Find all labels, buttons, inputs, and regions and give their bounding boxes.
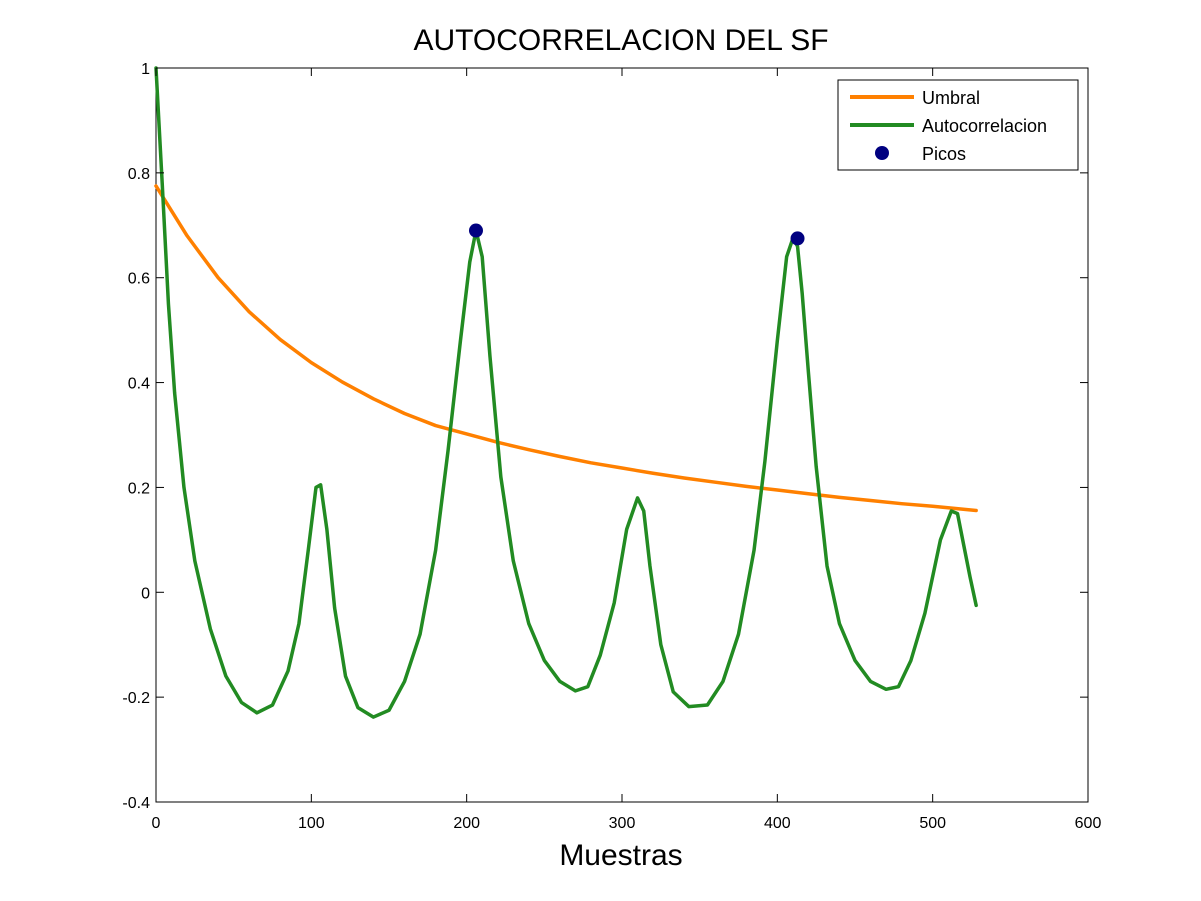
y-tick-label: 0	[141, 585, 150, 602]
y-tick-label: 0.6	[128, 271, 150, 288]
y-tick-label: 0.2	[128, 480, 150, 497]
legend: Umbral Autocorrelacion Picos	[837, 79, 1079, 171]
x-tick-label: 400	[764, 815, 791, 832]
x-tick-label: 500	[919, 815, 946, 832]
peak-point	[790, 231, 805, 246]
peak-point	[468, 223, 483, 238]
tick-layer: 0 100 200 300 400 500 600 -0.4 -0.2 0 0.2 0.4 0.6 0.8…	[122, 61, 1101, 832]
chart-title: AUTOCORRELACION DEL SF	[413, 24, 828, 57]
y-tick-label: 1	[141, 61, 150, 78]
x-tick-label: 100	[298, 815, 325, 832]
legend-label-picos: Picos	[922, 144, 966, 164]
y-tick-label: 0.4	[128, 376, 150, 393]
x-tick-label: 300	[609, 815, 636, 832]
x-tick-label: 0	[152, 815, 161, 832]
series-layer	[154, 66, 978, 719]
y-tick-label: 0.8	[128, 166, 150, 183]
x-axis-label: Muestras	[559, 839, 682, 872]
legend-swatch-picos	[875, 146, 889, 160]
x-tick-label: 200	[453, 815, 480, 832]
legend-label-autocorrelacion: Autocorrelacion	[922, 116, 1047, 136]
x-tick-label: 600	[1075, 815, 1102, 832]
y-tick-label: -0.2	[122, 690, 150, 707]
series-line-umbral	[154, 184, 978, 513]
plot-area: 0 100 200 300 400 500 600 -0.4 -0.2 0 0.2 0.4 0.6 0.8…	[122, 61, 1101, 832]
series-line-autocorrelacion	[154, 66, 978, 719]
legend-label-umbral: Umbral	[922, 88, 980, 108]
y-tick-label: -0.4	[122, 795, 150, 812]
